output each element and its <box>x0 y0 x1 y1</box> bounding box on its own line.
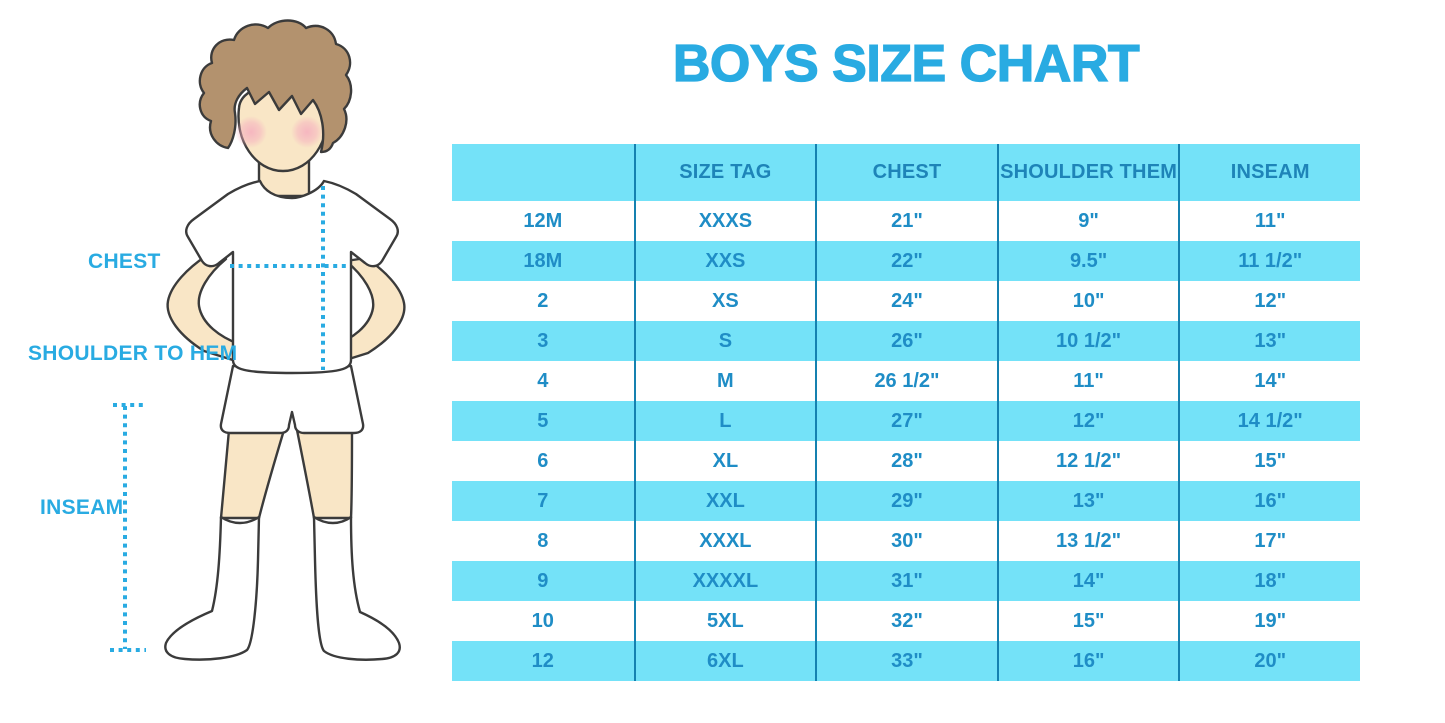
column-header-inseam: INSEAM <box>1178 144 1360 201</box>
table-cell: 4 <box>537 369 549 392</box>
column-header-blank <box>452 144 634 201</box>
table-cell: 3 <box>537 329 549 352</box>
left-blush <box>235 116 267 148</box>
table-cell: 10 <box>531 609 554 632</box>
table-cell: 6XL <box>633 641 816 681</box>
table-cell: XXS <box>633 241 816 281</box>
table-cell: 12M <box>523 209 563 232</box>
table-row-7: 7 XXL 29" 13" 16" <box>452 481 1360 521</box>
table-cell: 10" <box>996 281 1179 321</box>
column-header-size-tag: SIZE TAG <box>633 144 816 201</box>
table-cell: 15" <box>996 601 1179 641</box>
left-leg <box>219 428 286 520</box>
table-cell: 11" <box>996 361 1179 401</box>
table-cell: 12" <box>1178 281 1360 321</box>
table-cell: 16" <box>1178 481 1360 521</box>
right-blush <box>291 116 323 148</box>
hair <box>198 19 353 154</box>
table-cell: 26" <box>815 321 997 361</box>
table-cell: 21" <box>815 201 997 241</box>
table-cell: 31" <box>815 561 997 601</box>
table-cell: 28" <box>815 441 997 481</box>
right-leg <box>295 428 354 520</box>
column-header-chest: CHEST <box>815 144 997 201</box>
table-cell: 27" <box>815 401 997 441</box>
table-row-3: 3 S 26" 10 1/2" 13" <box>452 321 1360 361</box>
table-row-10: 10 5XL 32" 15" 19" <box>452 601 1360 641</box>
table-cell: 12" <box>996 401 1179 441</box>
table-cell: 30" <box>815 521 997 561</box>
table-row-9: 9 XXXXL 31" 14" 18" <box>452 561 1360 601</box>
table-cell: 14" <box>996 561 1179 601</box>
table-cell: 16" <box>996 641 1179 681</box>
table-cell: 18" <box>1178 561 1360 601</box>
table-cell: 33" <box>815 641 997 681</box>
table-cell: XXXS <box>633 201 816 241</box>
table-cell: 12 <box>531 649 554 672</box>
table-cell: 10 1/2" <box>996 321 1179 361</box>
table-cell: 13" <box>996 481 1179 521</box>
table-cell: 32" <box>815 601 997 641</box>
table-cell: 26 1/2" <box>815 361 997 401</box>
table-cell: 20" <box>1178 641 1360 681</box>
table-cell: 9" <box>996 201 1179 241</box>
table-row-5: 5 L 27" 12" 14 1/2" <box>452 401 1360 441</box>
table-cell: 9.5" <box>996 241 1179 281</box>
table-cell: 17" <box>1178 521 1360 561</box>
shoulder-to-hem-label: SHOULDER TO HEM <box>28 342 238 365</box>
table-cell: 6 <box>537 449 549 472</box>
table-cell: XXXXL <box>633 561 816 601</box>
table-cell: 13" <box>1178 321 1360 361</box>
table-row-6: 6 XL 28" 12 1/2" 15" <box>452 441 1360 481</box>
table-cell: 13 1/2" <box>996 521 1179 561</box>
right-sock <box>312 515 401 661</box>
table-cell: 9 <box>537 569 549 592</box>
table-cell: M <box>633 361 816 401</box>
table-cell: 14 1/2" <box>1178 401 1360 441</box>
table-cell: 15" <box>1178 441 1360 481</box>
table-cell: 5 <box>537 409 549 432</box>
table-cell: 19" <box>1178 601 1360 641</box>
inseam-label: INSEAM <box>40 496 124 519</box>
table-cell: 18M <box>523 249 563 272</box>
table-cell: 12 1/2" <box>996 441 1179 481</box>
column-header-shoulder-them: SHOULDER THEM <box>996 144 1179 201</box>
table-row-12: 12 6XL 33" 16" 20" <box>452 641 1360 681</box>
tshirt <box>185 179 399 375</box>
table-cell: 11 1/2" <box>1178 241 1360 281</box>
table-cell: 24" <box>815 281 997 321</box>
table-header-row: SIZE TAG CHEST SHOULDER THEM INSEAM <box>452 144 1360 201</box>
table-row-8: 8 XXXL 30" 13 1/2" 17" <box>452 521 1360 561</box>
table-row-4: 4 M 26 1/2" 11" 14" <box>452 361 1360 401</box>
table-cell: S <box>633 321 816 361</box>
size-chart-table: SIZE TAG CHEST SHOULDER THEM INSEAM 12M … <box>452 144 1360 681</box>
table-cell: 29" <box>815 481 997 521</box>
table-row-2: 2 XS 24" 10" 12" <box>452 281 1360 321</box>
left-sock <box>164 515 261 661</box>
table-cell: XXXL <box>633 521 816 561</box>
table-cell: XS <box>633 281 816 321</box>
shorts <box>219 364 365 435</box>
table-cell: 5XL <box>633 601 816 641</box>
table-cell: 14" <box>1178 361 1360 401</box>
table-cell: 8 <box>537 529 549 552</box>
table-cell: 7 <box>537 489 549 512</box>
table-row-12m: 12M XXXS 21" 9" 11" <box>452 201 1360 241</box>
table-cell: XXL <box>633 481 816 521</box>
table-cell: XL <box>633 441 816 481</box>
table-cell: 22" <box>815 241 997 281</box>
table-row-18m: 18M XXS 22" 9.5" 11 1/2" <box>452 241 1360 281</box>
chest-label: CHEST <box>88 250 161 273</box>
boy-illustration <box>110 19 406 661</box>
table-cell: L <box>633 401 816 441</box>
table-cell: 2 <box>537 289 549 312</box>
page-title: BOYS SIZE CHART <box>672 35 1140 93</box>
table-cell: 11" <box>1178 201 1360 241</box>
